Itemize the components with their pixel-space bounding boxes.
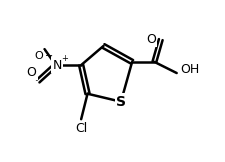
- Text: S: S: [115, 95, 125, 109]
- Text: Cl: Cl: [75, 122, 87, 135]
- Text: N: N: [52, 59, 62, 72]
- Text: O: O: [146, 33, 155, 46]
- Text: +: +: [61, 54, 68, 63]
- Text: OH: OH: [179, 63, 198, 76]
- Text: O: O: [34, 51, 43, 61]
- Text: O: O: [27, 66, 36, 79]
- Text: −: −: [45, 51, 53, 61]
